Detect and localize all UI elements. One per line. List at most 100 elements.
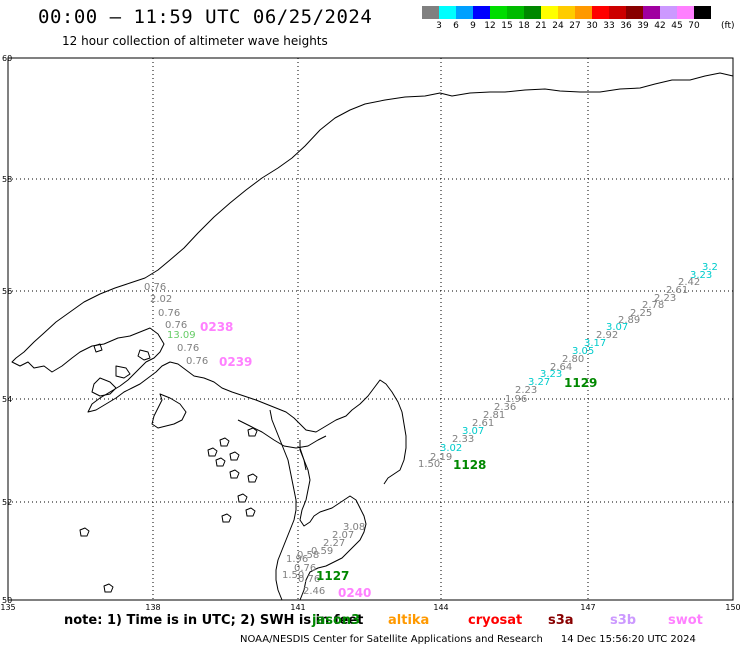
satellite-legend-item: jason3 [312, 613, 361, 628]
wave-height-value: 2.25 [630, 308, 652, 319]
color-swatch [541, 6, 558, 19]
wave-height-value: 2.36 [494, 402, 516, 413]
latitude-label: 50 [2, 596, 12, 605]
wave-height-value: 1.50 [282, 570, 304, 581]
color-swatch [677, 6, 694, 19]
color-scale-tick: 36 [620, 21, 632, 31]
lake-outline [219, 437, 230, 447]
sakhalin-coastline [269, 409, 367, 601]
color-swatch [507, 6, 524, 19]
color-scale-tick: 42 [654, 21, 666, 31]
wave-height-value: 2.33 [452, 434, 474, 445]
wave-height-value: 1.96 [505, 394, 527, 405]
lake-outline [245, 507, 256, 517]
wave-height-value: 2.19 [430, 452, 452, 463]
wave-height-value: 3.17 [584, 338, 606, 349]
wave-height-value: 2.80 [562, 354, 584, 365]
wave-height-value: 3.07 [606, 322, 628, 333]
color-scale-tick: 12 [484, 21, 496, 31]
pass-time-label: 0238 [200, 320, 233, 334]
wave-height-value: 2.23 [515, 385, 537, 396]
wave-height-value: 2.81 [483, 410, 505, 421]
wave-height-value: 2.27 [323, 538, 345, 549]
color-scale-tick: 3 [436, 21, 442, 31]
lake-outline [247, 473, 258, 483]
color-swatch [473, 6, 490, 19]
longitude-label: 141 [290, 603, 305, 612]
river-line [299, 447, 307, 471]
color-swatch [524, 6, 541, 19]
color-scale-labels: (ft) 3 6 9 12 15 18 21 24 27 30 33 36 39 42 45 70 [422, 21, 740, 35]
wave-height-value: 0.76 [144, 282, 166, 293]
latitude-label: 58 [2, 175, 12, 184]
satellite-legend-item: s3b [610, 613, 637, 628]
lake-outline [103, 583, 114, 593]
wave-height-value: 2.61 [472, 418, 494, 429]
color-scale-tick: 45 [671, 21, 683, 31]
mainland-coastline [11, 72, 734, 485]
satellite-legend-item: swot [668, 613, 703, 628]
small-island [91, 377, 117, 397]
lake-outline [237, 493, 248, 503]
longitude-label: 147 [580, 603, 595, 612]
wave-height-value: 2.89 [618, 315, 640, 326]
wave-height-value: 3.2 [702, 262, 718, 273]
wave-height-value: 2.42 [678, 277, 700, 288]
small-island [137, 349, 151, 361]
footer-credit: NOAA/NESDIS Center for Satellite Applica… [240, 634, 696, 645]
credit-text: NOAA/NESDIS Center for Satellite Applica… [240, 634, 543, 645]
generated-timestamp: 14 Dec 15:56:20 UTC 2024 [560, 634, 696, 645]
wave-height-value: 2.07 [332, 530, 354, 541]
longitude-label: 144 [433, 603, 448, 612]
wave-height-value: 3.23 [540, 369, 562, 380]
wave-height-value: 2.02 [150, 294, 172, 305]
river-line [237, 419, 327, 449]
wave-height-value: 0.76 [186, 356, 208, 367]
color-scale-tick: 27 [569, 21, 581, 31]
wave-height-value: 2.23 [654, 293, 676, 304]
small-island [93, 343, 103, 353]
footer-note: note: 1) Time is in UTC; 2) SWH is in fe… [64, 613, 364, 628]
color-scale-tick: 30 [586, 21, 598, 31]
color-swatch [422, 6, 439, 19]
wave-height-value: 3.07 [462, 426, 484, 437]
color-swatch [439, 6, 456, 19]
wave-height-value: 3.23 [690, 270, 712, 281]
wave-height-value: 1.96 [286, 554, 308, 565]
color-scale-tick: 6 [453, 21, 459, 31]
wave-height-value: 2.61 [666, 285, 688, 296]
lake-outline [215, 457, 226, 467]
page-subtitle: 12 hour collection of altimeter wave hei… [62, 34, 328, 48]
wave-height-value: 0.76 [294, 563, 316, 574]
color-swatch [609, 6, 626, 19]
wave-height-value: 3.27 [528, 377, 550, 388]
wave-height-value: 2.64 [550, 362, 572, 373]
latitude-label: 54 [2, 395, 12, 404]
wave-height-value: 13.09 [167, 330, 196, 341]
color-scale-tick: 24 [552, 21, 564, 31]
color-swatch [694, 6, 711, 19]
small-island [115, 365, 131, 379]
color-swatch [660, 6, 677, 19]
color-scale-unit: (ft) [721, 21, 735, 31]
color-swatch [626, 6, 643, 19]
latitude-label: 56 [2, 287, 12, 296]
pass-time-label: 1127 [316, 569, 349, 583]
wave-height-value: 2.46 [303, 586, 325, 597]
pass-time-label: 0239 [219, 355, 252, 369]
color-scale-tick: 21 [535, 21, 547, 31]
satellite-legend-item: altika [388, 613, 430, 628]
satellite-legend-item: cryosat [468, 613, 523, 628]
map-frame [7, 57, 734, 601]
color-swatch [558, 6, 575, 19]
wave-height-value: 0.76 [177, 343, 199, 354]
lake-outline [221, 513, 232, 523]
latitude-label: 60 [2, 54, 12, 63]
lake-outline [229, 451, 240, 461]
page-title: 00:00 – 11:59 UTC 06/25/2024 [38, 6, 373, 28]
lake-outline [79, 527, 90, 537]
color-scale-tick: 18 [518, 21, 530, 31]
color-swatch [643, 6, 660, 19]
longitude-label: 150 [725, 603, 740, 612]
